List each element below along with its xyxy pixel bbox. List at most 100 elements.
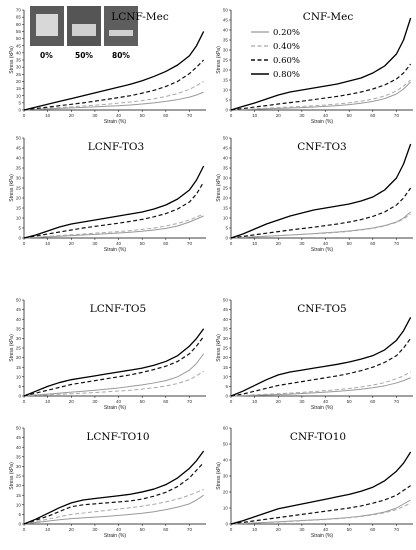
series-line-0-40pct bbox=[230, 213, 411, 239]
x-tick-label: 60 bbox=[370, 241, 376, 246]
legend: 0.20% 0.40% 0.60% 0.80% bbox=[251, 28, 300, 80]
x-tick-label: 30 bbox=[299, 241, 305, 246]
series-line-0-80pct bbox=[23, 165, 205, 239]
x-tick-label: 60 bbox=[163, 399, 169, 404]
x-tick-label: 0 bbox=[23, 113, 26, 118]
series-line-0-20pct bbox=[23, 215, 204, 239]
y-axis-label: Stress (kPa) bbox=[9, 46, 15, 74]
y-tick-label: 45 bbox=[223, 307, 229, 312]
x-tick-label: 10 bbox=[45, 113, 51, 118]
y-tick-label: 5 bbox=[225, 98, 228, 103]
series-line-0-60pct bbox=[230, 187, 412, 239]
legend-label: 0.40% bbox=[273, 42, 300, 52]
y-tick-label: 0 bbox=[18, 108, 21, 113]
series-line-0-20pct bbox=[23, 494, 204, 525]
series-line-0-80pct bbox=[23, 328, 205, 397]
legend-label: 0.60% bbox=[273, 56, 300, 66]
x-tick-label: 10 bbox=[252, 241, 258, 246]
x-tick-label: 0 bbox=[230, 113, 233, 118]
chart-title: LCNF-TO5 bbox=[90, 303, 146, 315]
series-line-0-40pct bbox=[230, 79, 411, 111]
inset-label-0: 0% bbox=[40, 51, 53, 60]
x-tick-label: 20 bbox=[69, 399, 75, 404]
y-tick-label: 30 bbox=[16, 176, 22, 181]
x-tick-label: 10 bbox=[252, 527, 258, 532]
chart-panel-2: 0 5 10 15 20 25 30 35 40 45 50 0 10 20 30 40 50 60 70 Strai… bbox=[9, 136, 206, 253]
x-tick-label: 30 bbox=[299, 399, 305, 404]
y-axis-label: Stress (kPa) bbox=[216, 334, 222, 362]
x-axis-label: Strain (%) bbox=[311, 247, 334, 253]
y-axis-label: Stress (kPa) bbox=[9, 174, 15, 202]
series-line-0-80pct bbox=[23, 450, 205, 525]
chart-title: CNF-TO5 bbox=[297, 303, 347, 315]
y-tick-label: 5 bbox=[18, 512, 21, 517]
y-axis-label: Stress (kPa) bbox=[9, 334, 15, 362]
x-tick-label: 40 bbox=[116, 113, 122, 118]
x-tick-label: 60 bbox=[370, 527, 376, 532]
chart-title: LCNF-Mec bbox=[111, 11, 169, 23]
inset-photos: 0% 50% 80% bbox=[30, 6, 138, 60]
y-tick-label: 20 bbox=[16, 483, 22, 488]
y-tick-label: 10 bbox=[223, 216, 229, 221]
x-tick-label: 60 bbox=[163, 527, 169, 532]
x-tick-label: 20 bbox=[276, 527, 282, 532]
x-tick-label: 40 bbox=[116, 527, 122, 532]
x-tick-label: 70 bbox=[394, 527, 400, 532]
y-tick-label: 40 bbox=[223, 28, 229, 33]
series-line-0-60pct bbox=[23, 462, 205, 525]
y-tick-label: 35 bbox=[16, 326, 22, 331]
x-tick-label: 30 bbox=[92, 113, 98, 118]
y-tick-label: 45 bbox=[16, 307, 22, 312]
y-tick-label: 50 bbox=[223, 298, 229, 303]
y-tick-label: 0 bbox=[18, 236, 21, 241]
chart-title: CNF-Mec bbox=[303, 11, 354, 23]
y-tick-label: 0 bbox=[225, 108, 228, 113]
series-line-0-80pct bbox=[230, 316, 412, 397]
x-tick-label: 0 bbox=[23, 399, 26, 404]
y-tick-label: 30 bbox=[223, 474, 229, 479]
x-tick-label: 70 bbox=[187, 241, 193, 246]
chart-title: LCNF-TO10 bbox=[86, 431, 149, 443]
y-tick-label: 45 bbox=[16, 435, 22, 440]
inset-photo-80 bbox=[104, 6, 138, 46]
y-tick-label: 15 bbox=[16, 493, 22, 498]
y-tick-label: 20 bbox=[16, 79, 22, 84]
x-tick-label: 50 bbox=[140, 527, 146, 532]
x-tick-label: 50 bbox=[347, 241, 353, 246]
chart-panel-5: 0 5 10 15 20 25 30 35 40 45 50 0 10 20 30 40 50 60 70 Strai… bbox=[216, 298, 413, 411]
y-tick-label: 25 bbox=[16, 474, 22, 479]
y-tick-label: 10 bbox=[16, 374, 22, 379]
y-tick-label: 55 bbox=[16, 29, 22, 34]
y-tick-label: 15 bbox=[16, 206, 22, 211]
x-axis-label: Strain (%) bbox=[104, 247, 127, 253]
chart-panel-7: 0 10 20 30 40 50 60 0 10 20 30 40 50 60 70 Strain (%) St… bbox=[216, 426, 413, 539]
x-tick-label: 10 bbox=[252, 113, 258, 118]
chart-title: CNF-TO10 bbox=[290, 431, 346, 443]
x-tick-label: 0 bbox=[230, 527, 233, 532]
y-tick-label: 0 bbox=[225, 394, 228, 399]
inset-label-80: 80% bbox=[112, 51, 130, 60]
y-tick-label: 50 bbox=[223, 8, 229, 13]
y-tick-label: 40 bbox=[223, 156, 229, 161]
y-axis-label: Stress (kPa) bbox=[216, 46, 222, 74]
y-tick-label: 25 bbox=[16, 346, 22, 351]
x-tick-label: 60 bbox=[163, 241, 169, 246]
y-tick-label: 35 bbox=[223, 326, 229, 331]
x-tick-label: 20 bbox=[276, 241, 282, 246]
x-tick-label: 40 bbox=[323, 527, 329, 532]
x-axis-label: Strain (%) bbox=[104, 405, 127, 411]
x-tick-label: 50 bbox=[140, 113, 146, 118]
series-line-0-60pct bbox=[230, 485, 411, 525]
x-tick-label: 10 bbox=[45, 241, 51, 246]
y-tick-label: 15 bbox=[16, 365, 22, 370]
series-line-0-20pct bbox=[23, 91, 204, 111]
series-line-0-20pct bbox=[230, 81, 411, 111]
y-tick-label: 25 bbox=[223, 186, 229, 191]
y-tick-label: 30 bbox=[223, 48, 229, 53]
x-axis-label: Strain (%) bbox=[311, 405, 334, 411]
y-tick-label: 5 bbox=[18, 384, 21, 389]
x-tick-label: 50 bbox=[347, 399, 353, 404]
x-axis-label: Strain (%) bbox=[104, 119, 127, 125]
y-tick-label: 60 bbox=[16, 22, 22, 27]
